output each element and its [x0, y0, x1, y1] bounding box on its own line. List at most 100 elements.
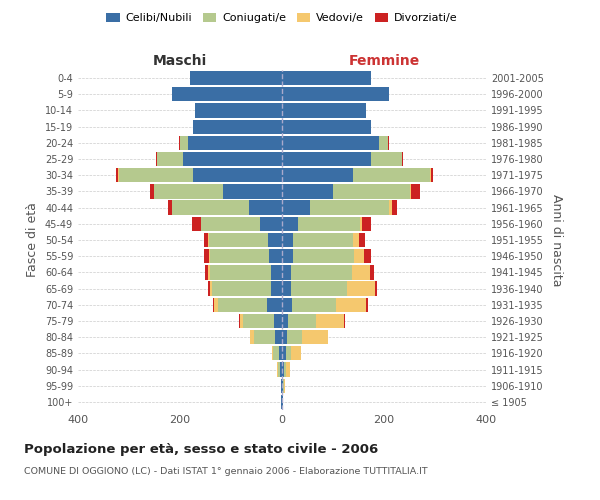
- Bar: [282, 378, 283, 393]
- Bar: [206, 266, 208, 280]
- Bar: [282, 233, 293, 247]
- Bar: [155, 184, 223, 198]
- Bar: [218, 298, 267, 312]
- Bar: [376, 282, 377, 296]
- Bar: [431, 168, 433, 182]
- Bar: [269, 249, 282, 264]
- Bar: [287, 330, 302, 344]
- Bar: [282, 71, 371, 85]
- Bar: [282, 136, 379, 150]
- Bar: [282, 184, 333, 198]
- Bar: [156, 152, 157, 166]
- Bar: [150, 184, 154, 198]
- Bar: [204, 249, 209, 264]
- Bar: [182, 152, 282, 166]
- Bar: [282, 87, 389, 102]
- Bar: [282, 200, 310, 214]
- Bar: [364, 249, 371, 264]
- Bar: [282, 266, 291, 280]
- Bar: [243, 314, 274, 328]
- Bar: [352, 266, 370, 280]
- Bar: [210, 249, 269, 264]
- Bar: [379, 136, 388, 150]
- Bar: [293, 233, 353, 247]
- Bar: [282, 152, 371, 166]
- Bar: [288, 314, 316, 328]
- Bar: [172, 200, 249, 214]
- Legend: Celibi/Nubili, Coniugati/e, Vedovi/e, Divorziati/e: Celibi/Nubili, Coniugati/e, Vedovi/e, Di…: [102, 8, 462, 28]
- Bar: [209, 233, 268, 247]
- Text: Maschi: Maschi: [153, 54, 207, 68]
- Bar: [193, 168, 282, 182]
- Bar: [116, 168, 118, 182]
- Bar: [355, 249, 364, 264]
- Bar: [204, 233, 208, 247]
- Bar: [275, 330, 282, 344]
- Text: Popolazione per età, sesso e stato civile - 2006: Popolazione per età, sesso e stato civil…: [24, 442, 378, 456]
- Bar: [282, 346, 286, 360]
- Bar: [196, 104, 282, 118]
- Bar: [371, 152, 402, 166]
- Bar: [282, 362, 284, 376]
- Y-axis label: Anni di nascita: Anni di nascita: [550, 194, 563, 286]
- Bar: [316, 314, 344, 328]
- Bar: [347, 282, 376, 296]
- Bar: [254, 330, 275, 344]
- Bar: [333, 184, 410, 198]
- Bar: [282, 282, 291, 296]
- Bar: [208, 233, 209, 247]
- Bar: [209, 249, 210, 264]
- Bar: [250, 330, 254, 344]
- Bar: [292, 298, 335, 312]
- Bar: [298, 216, 359, 231]
- Bar: [157, 152, 182, 166]
- Bar: [389, 200, 392, 214]
- Bar: [190, 71, 282, 85]
- Bar: [208, 266, 209, 280]
- Bar: [188, 136, 282, 150]
- Bar: [282, 168, 353, 182]
- Bar: [193, 120, 282, 134]
- Bar: [278, 362, 280, 376]
- Bar: [410, 184, 420, 198]
- Bar: [212, 298, 214, 312]
- Bar: [282, 330, 287, 344]
- Y-axis label: Fasce di età: Fasce di età: [26, 202, 39, 278]
- Bar: [430, 168, 431, 182]
- Bar: [335, 298, 366, 312]
- Bar: [260, 216, 282, 231]
- Bar: [268, 233, 282, 247]
- Bar: [172, 87, 282, 102]
- Bar: [271, 282, 282, 296]
- Text: COMUNE DI OGGIONO (LC) - Dati ISTAT 1° gennaio 2006 - Elaborazione TUTTITALIA.IT: COMUNE DI OGGIONO (LC) - Dati ISTAT 1° g…: [24, 468, 428, 476]
- Bar: [208, 282, 209, 296]
- Bar: [286, 346, 290, 360]
- Bar: [280, 346, 282, 360]
- Bar: [274, 346, 280, 360]
- Bar: [223, 184, 282, 198]
- Bar: [302, 330, 328, 344]
- Bar: [392, 200, 397, 214]
- Bar: [209, 282, 212, 296]
- Bar: [282, 120, 371, 134]
- Text: Femmine: Femmine: [349, 54, 419, 68]
- Bar: [366, 298, 368, 312]
- Bar: [272, 346, 274, 360]
- Bar: [353, 168, 430, 182]
- Bar: [212, 282, 271, 296]
- Bar: [359, 233, 365, 247]
- Bar: [310, 200, 389, 214]
- Bar: [280, 362, 282, 376]
- Bar: [119, 168, 193, 182]
- Bar: [168, 200, 172, 214]
- Bar: [362, 216, 371, 231]
- Bar: [282, 216, 298, 231]
- Bar: [249, 200, 282, 214]
- Bar: [353, 233, 359, 247]
- Bar: [284, 362, 286, 376]
- Bar: [291, 266, 352, 280]
- Bar: [290, 346, 301, 360]
- Bar: [282, 104, 366, 118]
- Bar: [267, 298, 282, 312]
- Bar: [282, 314, 288, 328]
